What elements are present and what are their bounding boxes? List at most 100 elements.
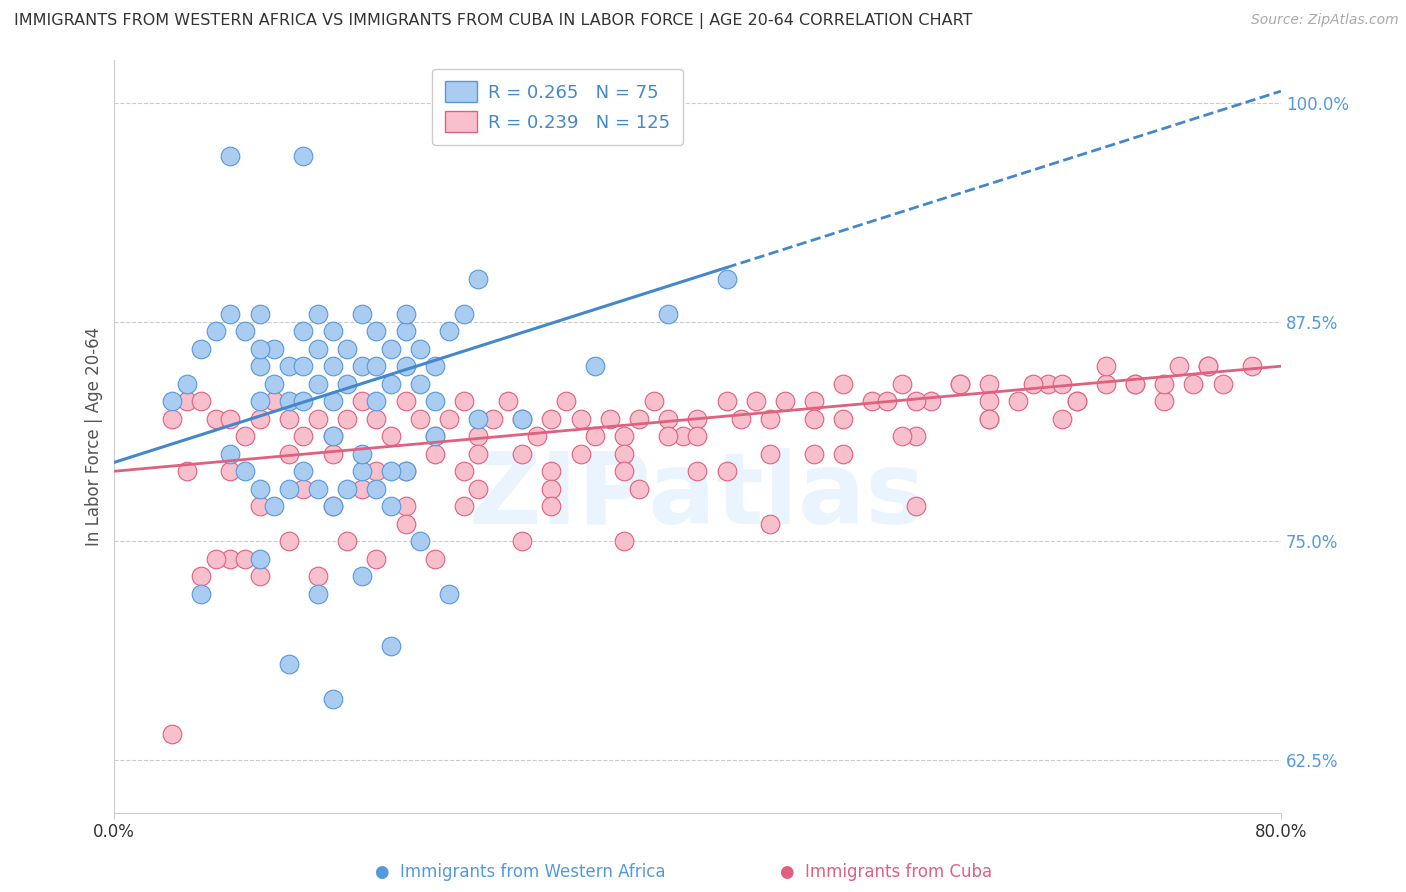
Point [467, 411, 489, 425]
Point [249, 500, 271, 514]
Point [467, 271, 489, 285]
Point [394, 464, 416, 478]
Point [730, 411, 752, 425]
Point [890, 429, 912, 443]
Point [583, 359, 606, 374]
Point [277, 394, 299, 409]
Point [292, 482, 315, 496]
Point [322, 429, 344, 443]
Point [205, 324, 228, 338]
Point [205, 552, 228, 566]
Point [1050, 411, 1073, 425]
Point [613, 447, 636, 461]
Point [380, 640, 402, 654]
Point [920, 394, 942, 409]
Point [307, 411, 329, 425]
Point [394, 500, 416, 514]
Point [540, 464, 562, 478]
Point [716, 271, 738, 285]
Point [979, 394, 1001, 409]
Point [1197, 359, 1219, 374]
Point [627, 482, 650, 496]
Point [219, 464, 242, 478]
Point [1095, 359, 1118, 374]
Point [176, 464, 198, 478]
Point [249, 307, 271, 321]
Point [190, 569, 212, 583]
Point [862, 394, 884, 409]
Point [759, 516, 782, 531]
Point [322, 324, 344, 338]
Point [307, 307, 329, 321]
Text: ●  Immigrants from Western Africa: ● Immigrants from Western Africa [375, 863, 665, 881]
Point [569, 411, 592, 425]
Text: ●  Immigrants from Cuba: ● Immigrants from Cuba [780, 863, 991, 881]
Point [496, 394, 519, 409]
Point [263, 376, 285, 391]
Point [1240, 359, 1263, 374]
Point [190, 587, 212, 601]
Point [423, 359, 446, 374]
Point [409, 342, 432, 356]
Point [394, 516, 416, 531]
Text: IMMIGRANTS FROM WESTERN AFRICA VS IMMIGRANTS FROM CUBA IN LABOR FORCE | AGE 20-6: IMMIGRANTS FROM WESTERN AFRICA VS IMMIGR… [14, 13, 973, 29]
Point [336, 411, 359, 425]
Point [905, 500, 928, 514]
Point [803, 394, 825, 409]
Point [657, 411, 679, 425]
Point [905, 429, 928, 443]
Point [160, 727, 183, 741]
Point [409, 534, 432, 549]
Point [510, 534, 533, 549]
Point [540, 482, 562, 496]
Point [657, 429, 679, 443]
Point [510, 411, 533, 425]
Point [322, 359, 344, 374]
Point [233, 324, 256, 338]
Point [366, 324, 388, 338]
Point [350, 359, 373, 374]
Point [249, 342, 271, 356]
Point [277, 447, 299, 461]
Text: Source: ZipAtlas.com: Source: ZipAtlas.com [1251, 13, 1399, 28]
Point [219, 552, 242, 566]
Point [394, 307, 416, 321]
Point [307, 482, 329, 496]
Point [219, 447, 242, 461]
Point [205, 411, 228, 425]
Point [409, 411, 432, 425]
Point [1197, 359, 1219, 374]
Point [307, 569, 329, 583]
Point [336, 482, 359, 496]
Point [599, 411, 621, 425]
Point [322, 500, 344, 514]
Point [949, 376, 972, 391]
Point [540, 500, 562, 514]
Point [219, 149, 242, 163]
Point [277, 359, 299, 374]
Point [394, 359, 416, 374]
Point [322, 429, 344, 443]
Point [613, 429, 636, 443]
Point [672, 429, 695, 443]
Point [467, 482, 489, 496]
Point [716, 394, 738, 409]
Point [366, 359, 388, 374]
Point [292, 359, 315, 374]
Point [890, 376, 912, 391]
Point [439, 324, 461, 338]
Point [336, 342, 359, 356]
Point [277, 411, 299, 425]
Point [1123, 376, 1146, 391]
Point [905, 394, 928, 409]
Point [263, 342, 285, 356]
Point [219, 411, 242, 425]
Point [1066, 394, 1088, 409]
Point [979, 411, 1001, 425]
Point [380, 342, 402, 356]
Point [613, 534, 636, 549]
Point [263, 500, 285, 514]
Point [686, 429, 709, 443]
Point [176, 394, 198, 409]
Point [409, 376, 432, 391]
